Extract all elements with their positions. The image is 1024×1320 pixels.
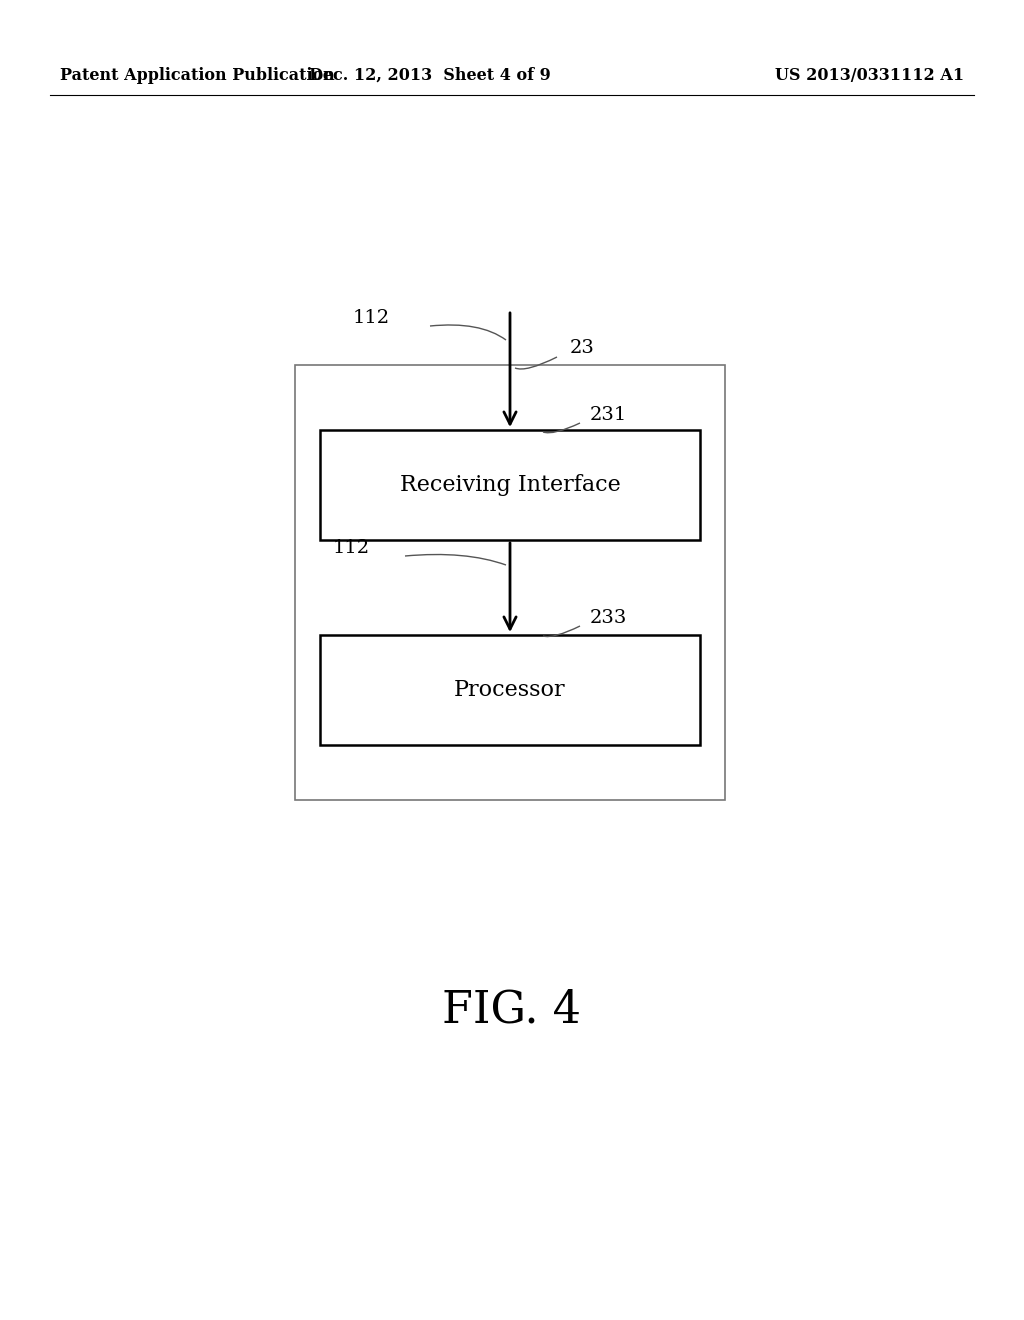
Text: 112: 112: [353, 309, 390, 327]
Text: 23: 23: [570, 339, 595, 356]
Text: FIG. 4: FIG. 4: [442, 989, 582, 1032]
Bar: [319, 635, 700, 744]
Text: US 2013/0331112 A1: US 2013/0331112 A1: [775, 66, 964, 83]
Text: 231: 231: [590, 407, 628, 424]
Text: Processor: Processor: [455, 678, 566, 701]
Text: Dec. 12, 2013  Sheet 4 of 9: Dec. 12, 2013 Sheet 4 of 9: [309, 66, 551, 83]
Text: Receiving Interface: Receiving Interface: [399, 474, 621, 496]
Text: 233: 233: [590, 609, 628, 627]
Text: Patent Application Publication: Patent Application Publication: [60, 66, 335, 83]
Bar: [319, 430, 700, 540]
Text: 112: 112: [333, 539, 370, 557]
Bar: [295, 366, 725, 800]
